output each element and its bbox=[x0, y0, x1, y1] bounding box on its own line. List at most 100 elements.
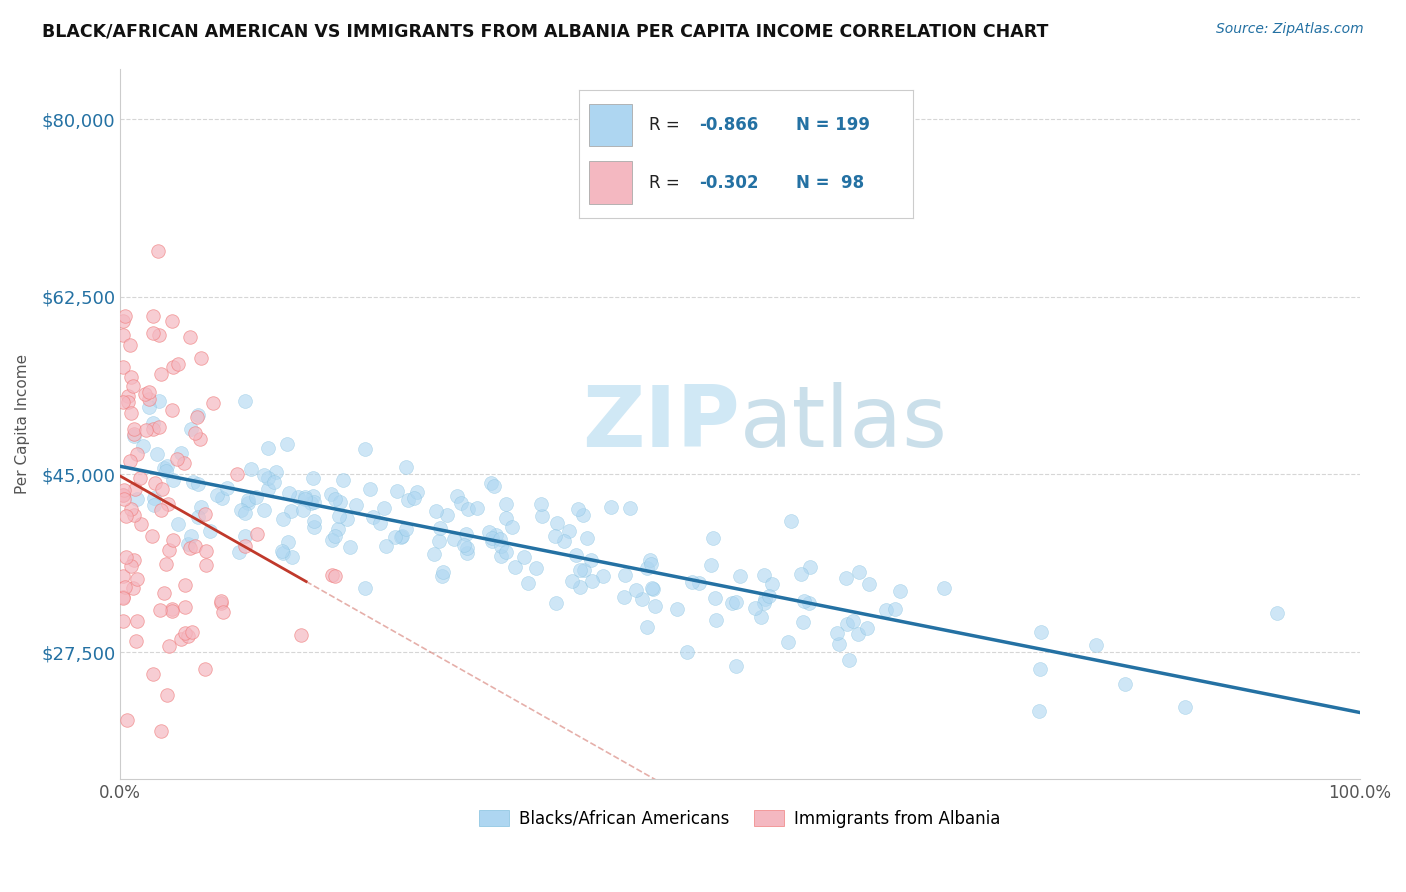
Blacks/African Americans bbox=[754, 567, 776, 582]
Blacks/African Americans bbox=[253, 503, 276, 517]
Text: BLACK/AFRICAN AMERICAN VS IMMIGRANTS FROM ALBANIA PER CAPITA INCOME CORRELATION : BLACK/AFRICAN AMERICAN VS IMMIGRANTS FRO… bbox=[42, 22, 1049, 40]
Blacks/African Americans bbox=[576, 531, 599, 545]
Immigrants from Albania bbox=[148, 328, 170, 343]
Immigrants from Albania bbox=[184, 426, 207, 441]
Blacks/African Americans bbox=[142, 416, 165, 430]
Blacks/African Americans bbox=[257, 470, 280, 484]
Blacks/African Americans bbox=[567, 501, 589, 516]
Blacks/African Americans bbox=[495, 497, 517, 511]
Immigrants from Albania bbox=[122, 581, 145, 595]
Blacks/African Americans bbox=[640, 582, 662, 596]
Blacks/African Americans bbox=[294, 490, 316, 504]
Immigrants from Albania bbox=[120, 454, 142, 468]
Blacks/African Americans bbox=[319, 487, 342, 501]
Blacks/African Americans bbox=[884, 601, 907, 615]
Blacks/African Americans bbox=[688, 576, 710, 591]
Immigrants from Albania bbox=[186, 409, 208, 424]
Blacks/African Americans bbox=[427, 534, 450, 549]
Blacks/African Americans bbox=[368, 516, 391, 531]
Immigrants from Albania bbox=[194, 544, 217, 558]
Blacks/African Americans bbox=[170, 446, 193, 460]
Immigrants from Albania bbox=[179, 330, 201, 344]
Immigrants from Albania bbox=[129, 516, 152, 531]
Blacks/African Americans bbox=[143, 499, 166, 513]
Blacks/African Americans bbox=[363, 509, 385, 524]
Blacks/African Americans bbox=[846, 627, 869, 641]
Blacks/African Americans bbox=[613, 568, 636, 582]
Immigrants from Albania bbox=[111, 488, 134, 502]
Blacks/African Americans bbox=[530, 497, 553, 511]
Blacks/African Americans bbox=[676, 645, 699, 659]
Blacks/African Americans bbox=[457, 502, 479, 516]
Blacks/African Americans bbox=[797, 596, 820, 610]
Immigrants from Albania bbox=[122, 508, 145, 522]
Immigrants from Albania bbox=[157, 640, 180, 654]
Immigrants from Albania bbox=[115, 714, 138, 728]
Blacks/African Americans bbox=[162, 473, 184, 487]
Blacks/African Americans bbox=[450, 496, 472, 510]
Blacks/African Americans bbox=[301, 471, 323, 485]
Immigrants from Albania bbox=[173, 599, 195, 614]
Blacks/African Americans bbox=[574, 563, 596, 577]
Blacks/African Americans bbox=[326, 522, 349, 536]
Blacks/African Americans bbox=[581, 574, 603, 589]
Immigrants from Albania bbox=[149, 724, 172, 739]
Blacks/African Americans bbox=[271, 543, 294, 558]
Blacks/African Americans bbox=[828, 637, 851, 651]
Immigrants from Albania bbox=[155, 557, 177, 571]
Immigrants from Albania bbox=[162, 403, 184, 417]
Immigrants from Albania bbox=[120, 502, 142, 516]
Immigrants from Albania bbox=[183, 539, 205, 553]
Immigrants from Albania bbox=[179, 541, 201, 555]
Immigrants from Albania bbox=[125, 572, 148, 586]
Blacks/African Americans bbox=[744, 601, 766, 615]
Blacks/African Americans bbox=[553, 533, 575, 548]
Blacks/African Americans bbox=[467, 501, 489, 516]
Immigrants from Albania bbox=[143, 476, 166, 491]
Blacks/African Americans bbox=[183, 475, 205, 489]
Blacks/African Americans bbox=[581, 553, 603, 567]
Blacks/African Americans bbox=[495, 510, 517, 524]
Immigrants from Albania bbox=[201, 396, 224, 410]
Immigrants from Albania bbox=[142, 422, 165, 436]
Immigrants from Albania bbox=[112, 483, 135, 497]
Immigrants from Albania bbox=[124, 422, 146, 436]
Blacks/African Americans bbox=[1174, 700, 1197, 714]
Blacks/African Americans bbox=[724, 659, 747, 673]
Blacks/African Americans bbox=[1029, 625, 1052, 640]
Immigrants from Albania bbox=[156, 497, 179, 511]
Blacks/African Americans bbox=[569, 562, 592, 576]
Blacks/African Americans bbox=[190, 500, 212, 515]
Blacks/African Americans bbox=[336, 512, 359, 526]
Blacks/African Americans bbox=[281, 550, 304, 565]
Blacks/African Americans bbox=[142, 491, 165, 505]
Blacks/African Americans bbox=[385, 484, 408, 499]
Blacks/African Americans bbox=[152, 461, 174, 475]
Blacks/African Americans bbox=[396, 493, 419, 508]
Blacks/African Americans bbox=[404, 491, 426, 505]
Immigrants from Albania bbox=[115, 549, 138, 564]
Blacks/African Americans bbox=[636, 561, 658, 575]
Immigrants from Albania bbox=[142, 309, 165, 323]
Immigrants from Albania bbox=[122, 426, 145, 441]
Blacks/African Americans bbox=[485, 528, 508, 542]
Blacks/African Americans bbox=[704, 613, 727, 627]
Immigrants from Albania bbox=[122, 553, 145, 567]
Immigrants from Albania bbox=[188, 432, 211, 446]
Blacks/African Americans bbox=[180, 422, 202, 436]
Immigrants from Albania bbox=[125, 614, 148, 628]
Blacks/African Americans bbox=[568, 580, 591, 594]
Blacks/African Americans bbox=[636, 620, 658, 634]
Blacks/African Americans bbox=[530, 508, 553, 523]
Blacks/African Americans bbox=[291, 503, 314, 517]
Blacks/African Americans bbox=[384, 530, 406, 544]
Blacks/African Americans bbox=[354, 581, 377, 595]
Immigrants from Albania bbox=[148, 420, 170, 434]
Blacks/African Americans bbox=[156, 459, 179, 474]
Blacks/African Americans bbox=[700, 558, 723, 572]
Blacks/African Americans bbox=[278, 486, 301, 500]
Immigrants from Albania bbox=[111, 590, 134, 604]
Immigrants from Albania bbox=[149, 603, 172, 617]
Blacks/African Americans bbox=[215, 481, 238, 495]
Blacks/African Americans bbox=[501, 520, 523, 534]
